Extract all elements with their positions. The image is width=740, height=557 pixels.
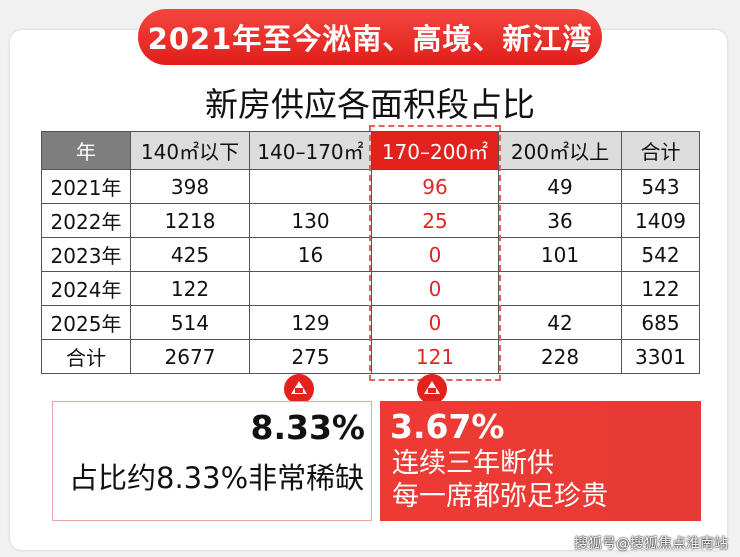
header-total: 合计 — [621, 131, 700, 170]
cell-total: 122 — [621, 271, 700, 306]
cell-value: 514 — [130, 305, 250, 340]
cell-year: 2021年 — [41, 169, 131, 204]
cell-value: 228 — [498, 339, 622, 374]
stat-note: 占比约8.33%非常稀缺 — [69, 461, 365, 495]
stat-note-line: 连续三年断供 — [392, 448, 554, 479]
stat-percent: 8.33% — [250, 408, 366, 447]
cell-total: 542 — [621, 237, 700, 272]
cell-value: 129 — [249, 305, 372, 340]
cell-highlight-value: 25 — [371, 203, 499, 238]
table-row: 2025年 514 129 0 42 685 — [41, 305, 700, 340]
header-170-200: 170–200㎡ — [371, 131, 499, 170]
cell-value: 398 — [130, 169, 250, 204]
stat-note-line: 每一席都弥足珍贵 — [392, 481, 608, 512]
up-arrow-icon — [417, 374, 447, 404]
up-arrow-icon — [284, 374, 314, 404]
cell-value: 101 — [498, 237, 622, 272]
cell-value — [498, 271, 622, 306]
cell-value: 16 — [249, 237, 372, 272]
cell-value: 1218 — [130, 203, 250, 238]
cell-value: 425 — [130, 237, 250, 272]
chart-subtitle: 新房供应各面积段占比 — [205, 85, 535, 124]
cell-value: 122 — [130, 271, 250, 306]
cell-value: 42 — [498, 305, 622, 340]
stat-percent: 3.67% — [390, 407, 505, 446]
stat-box-right: 3.67% 连续三年断供 每一席都弥足珍贵 — [380, 401, 701, 521]
cell-highlight-value: 0 — [371, 305, 499, 340]
cell-value: 36 — [498, 203, 622, 238]
cell-value: 2677 — [130, 339, 250, 374]
cell-value — [249, 271, 372, 306]
cell-value: 49 — [498, 169, 622, 204]
table-header-row: 年 140㎡以下 140–170㎡ 170–200㎡ 200㎡以上 合计 — [41, 131, 700, 170]
header-year: 年 — [41, 131, 131, 170]
header-over-200: 200㎡以上 — [498, 131, 622, 170]
stat-note: 连续三年断供 每一席都弥足珍贵 — [392, 447, 608, 513]
table-row: 2022年 1218 130 25 36 1409 — [41, 203, 700, 238]
cell-total: 543 — [621, 169, 700, 204]
cell-year: 合计 — [41, 339, 131, 374]
header-under-140: 140㎡以下 — [130, 131, 250, 170]
cell-total: 685 — [621, 305, 700, 340]
cell-total: 1409 — [621, 203, 700, 238]
cell-year: 2022年 — [41, 203, 131, 238]
cell-value: 275 — [249, 339, 372, 374]
cell-value: 130 — [249, 203, 372, 238]
cell-year: 2024年 — [41, 271, 131, 306]
title-banner: 2021年至今淞南、高境、新江湾 — [138, 9, 602, 65]
cell-year: 2025年 — [41, 305, 131, 340]
cell-total: 3301 — [621, 339, 700, 374]
header-140-170: 140–170㎡ — [249, 131, 372, 170]
stat-box-left: 8.33% 占比约8.33%非常稀缺 — [52, 401, 372, 521]
cell-highlight-value: 0 — [371, 271, 499, 306]
table-total-row: 合计 2677 275 121 228 3301 — [41, 339, 700, 374]
cell-highlight-value: 121 — [371, 339, 499, 374]
cell-value — [249, 169, 372, 204]
cell-year: 2023年 — [41, 237, 131, 272]
highlight-column-frame — [369, 125, 501, 381]
watermark: 搜狐号@搜狐焦点淮南站 — [574, 536, 728, 552]
cell-highlight-value: 0 — [371, 237, 499, 272]
table-row: 2024年 122 0 122 — [41, 271, 700, 306]
